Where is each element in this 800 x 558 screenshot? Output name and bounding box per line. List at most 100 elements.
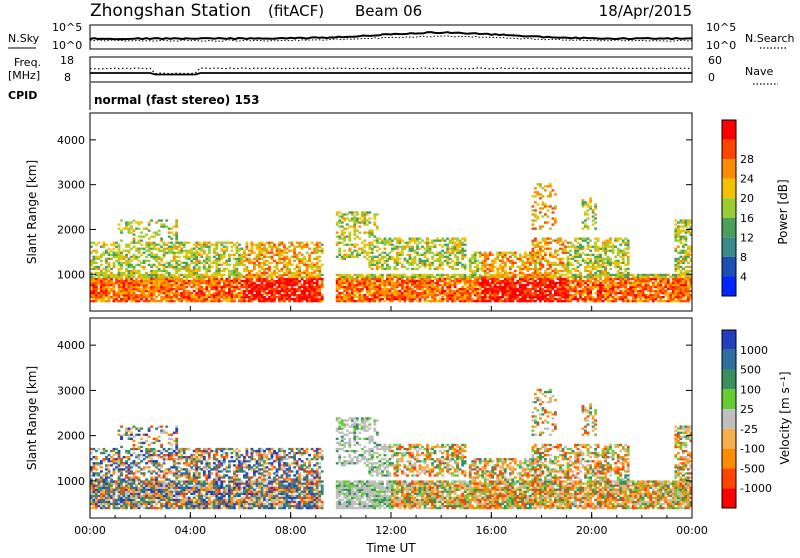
power-cell [336,282,339,284]
power-cell [238,280,241,282]
power-cell [353,217,356,219]
power-cell [436,274,439,276]
power-cell [587,296,590,298]
power-cell [441,278,444,280]
power-cell [544,221,547,223]
power-cell [609,294,612,296]
power-cell [271,278,274,280]
power-cell [379,300,382,302]
power-cell [499,286,502,288]
power-cell [624,298,627,300]
power-cell [288,278,291,280]
power-cell [236,276,239,278]
power-cell [251,242,254,244]
power-cell [680,238,683,240]
power-cell [346,298,349,300]
power-cell [639,296,642,298]
power-cell [597,274,600,276]
power-cell [200,292,203,294]
power-cell [356,296,359,298]
power-cell [594,242,597,244]
power-cell [617,276,620,278]
power-cell [123,228,126,230]
power-cell [155,254,158,256]
power-cell [379,274,382,276]
power-cell [225,248,228,250]
power-cell [652,286,655,288]
power-cell [103,300,106,302]
power-cell [394,276,397,278]
power-cell [680,298,683,300]
power-cell [303,276,306,278]
power-cell [188,270,191,272]
power-cell [123,284,126,286]
power-cell [203,252,206,254]
power-cell [461,248,464,250]
power-cell [436,284,439,286]
power-cell [256,276,259,278]
power-cell [268,242,271,244]
power-cell [203,244,206,246]
power-cell [506,272,509,274]
power-cell [436,266,439,268]
power-cell [363,276,366,278]
power-cell [158,262,161,264]
power-cell [155,272,158,274]
power-cell [128,294,131,296]
power-cell [313,288,316,290]
power-cell [439,262,442,264]
power-cell [368,221,371,223]
power-cell [268,296,271,298]
power-cell [609,240,612,242]
power-cell [587,262,590,264]
power-cell [557,288,560,290]
power-cell [356,286,359,288]
power-cell [361,280,364,282]
power-cell [185,258,188,260]
power-cell [506,296,509,298]
power-cell [210,280,213,282]
power-cell [579,292,582,294]
power-cell [401,274,404,276]
power-cell [256,296,259,298]
power-cell [281,278,284,280]
power-cell [158,230,161,232]
power-cell [125,278,128,280]
power-cell [128,232,131,234]
power-cell [657,296,660,298]
power-cell [243,280,246,282]
power-cell [529,300,532,302]
power-cell [208,252,211,254]
power-cell [246,248,249,250]
power-cell [353,228,356,230]
power-cell [411,250,414,252]
power-cell [476,252,479,254]
power-cell [220,254,223,256]
power-cell [519,284,522,286]
power-cell [336,221,339,223]
power-cell [634,288,637,290]
power-cell [185,270,188,272]
power-cell [394,284,397,286]
power-cell [552,298,555,300]
power-cell [416,292,419,294]
power-cell [559,280,562,282]
power-cell [178,300,181,302]
power-cell [612,286,615,288]
power-cell [534,191,537,193]
power-cell [283,290,286,292]
power-cell [664,274,667,276]
power-cell [444,290,447,292]
power-cell [449,296,452,298]
power-cell [489,290,492,292]
power-cell [286,270,289,272]
power-cell [476,298,479,300]
power-cell [426,264,429,266]
power-cell [185,280,188,282]
power-cell [406,296,409,298]
power-cell [582,240,585,242]
power-cell [301,300,304,302]
power-cell [501,280,504,282]
power-cell [276,250,279,252]
power-cell [356,217,359,219]
